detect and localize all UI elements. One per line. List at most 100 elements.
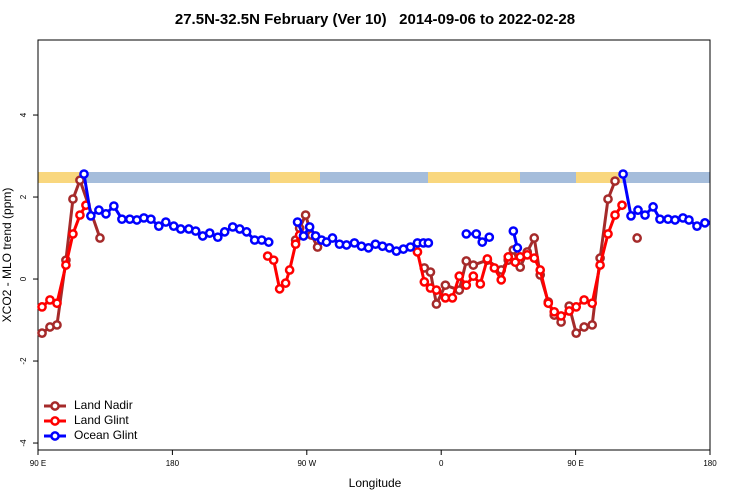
legend-marker [50, 431, 60, 441]
point [454, 271, 465, 282]
point [670, 215, 680, 225]
point [468, 260, 479, 270]
point [587, 320, 598, 330]
point [274, 284, 285, 294]
point [700, 218, 710, 228]
series-line [42, 180, 637, 333]
x-tick-label: 180 [703, 459, 717, 468]
point [117, 214, 127, 225]
point [543, 298, 554, 309]
point [461, 229, 472, 239]
point [290, 239, 301, 250]
point [626, 211, 636, 221]
point [327, 233, 338, 243]
x-tick-label: 90 E [567, 459, 583, 468]
map-strip [38, 172, 710, 183]
x-tick-label: 90 W [297, 459, 316, 468]
legend-label: Land Nadir [74, 398, 133, 412]
x-tick-label: 0 [439, 459, 444, 468]
point [52, 298, 62, 309]
point [212, 232, 223, 243]
legend-marker [50, 416, 60, 426]
y-tick-label: 4 [19, 112, 28, 117]
point [298, 231, 309, 241]
point [300, 210, 311, 220]
point [587, 298, 598, 309]
point [556, 311, 566, 321]
point [175, 224, 186, 234]
point [101, 208, 111, 219]
point [219, 227, 230, 237]
point [610, 176, 620, 186]
point [617, 200, 627, 211]
point [363, 243, 374, 253]
point [477, 237, 488, 247]
point [489, 263, 500, 273]
point [633, 205, 643, 215]
point [109, 201, 119, 211]
point [640, 210, 650, 220]
point [632, 233, 642, 243]
point [419, 277, 430, 287]
point [529, 233, 540, 243]
point [405, 242, 416, 252]
point [284, 265, 295, 275]
point [412, 247, 423, 257]
y-tick-label: 2 [19, 194, 28, 199]
point [468, 271, 479, 282]
point [471, 229, 482, 239]
point [529, 253, 540, 263]
chart-title: 27.5N-32.5N February (Ver 10) 2014-09-06… [175, 11, 575, 28]
point [503, 252, 514, 262]
point [75, 210, 85, 220]
legend-label: Ocean Glint [74, 428, 138, 442]
legend-label: Land Glint [74, 413, 129, 427]
point [280, 278, 291, 288]
point [496, 275, 507, 285]
y-axis-label: XCO2 - MLO trend (ppm) [0, 188, 14, 323]
point [618, 169, 628, 179]
point [68, 194, 78, 204]
point [86, 211, 96, 221]
point [425, 267, 436, 277]
point [482, 254, 493, 264]
point [160, 217, 171, 227]
point [263, 237, 274, 247]
point [431, 299, 442, 309]
point [204, 228, 215, 238]
y-tick-label: -2 [19, 357, 28, 365]
point [423, 238, 434, 248]
point [655, 214, 665, 225]
point [341, 240, 352, 250]
point [535, 265, 546, 275]
x-tick-label: 180 [166, 459, 180, 468]
point [190, 226, 201, 236]
legend-marker [50, 401, 60, 411]
point [304, 222, 315, 232]
y-tick-label: -4 [19, 439, 28, 447]
point [146, 214, 156, 225]
point [648, 202, 658, 212]
point [37, 328, 47, 338]
point [440, 280, 451, 291]
point [508, 226, 519, 236]
x-tick-label: 90 E [30, 459, 46, 468]
point [61, 260, 71, 270]
point [94, 205, 104, 215]
point [153, 221, 164, 231]
point [684, 215, 694, 225]
point [52, 320, 62, 330]
plot-frame [37, 39, 711, 451]
point [571, 302, 582, 312]
point [95, 233, 105, 243]
point [268, 255, 279, 266]
point [579, 322, 589, 332]
point [564, 306, 575, 316]
point [79, 169, 89, 179]
point [431, 285, 442, 295]
point [549, 306, 560, 317]
point [461, 280, 472, 291]
y-tick-label: 0 [19, 276, 28, 281]
point [312, 242, 323, 252]
